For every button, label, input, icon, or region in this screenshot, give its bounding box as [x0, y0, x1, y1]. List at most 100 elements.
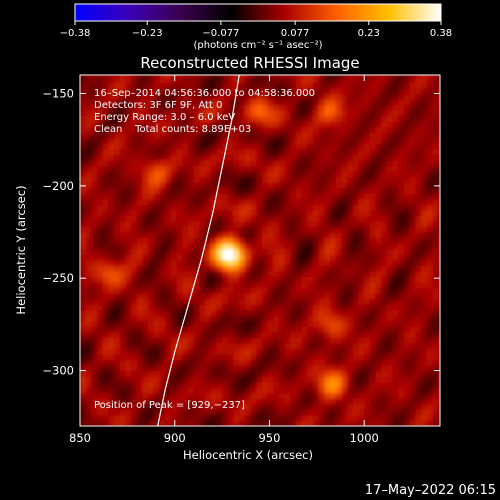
- heatmap-cell: [102, 171, 110, 178]
- heatmap-cell: [284, 198, 291, 205]
- heatmap-cell: [165, 215, 172, 222]
- heatmap-cell: [432, 414, 439, 422]
- heatmap-cell: [233, 137, 240, 144]
- heatmap-cell: [205, 270, 212, 277]
- heatmap-cell: [330, 154, 337, 161]
- heatmap-cell: [97, 403, 104, 410]
- heatmap-cell: [421, 148, 428, 156]
- heatmap-cell: [250, 132, 257, 139]
- heatmap-cell: [392, 165, 399, 172]
- heatmap-cell: [85, 248, 92, 255]
- heatmap-cell: [182, 304, 189, 311]
- heatmap-cell: [432, 287, 439, 294]
- heatmap-cell: [421, 104, 428, 111]
- heatmap-cell: [290, 82, 297, 89]
- heatmap-cell: [199, 387, 206, 394]
- heatmap-cell: [267, 348, 274, 355]
- heatmap-cell: [278, 126, 286, 133]
- heatmap-cell: [432, 348, 439, 355]
- heatmap-cell: [205, 353, 212, 361]
- heatmap-cell: [324, 376, 331, 383]
- heatmap-cell: [347, 304, 354, 311]
- heatmap-cell: [324, 304, 331, 311]
- heatmap-cell: [170, 276, 178, 283]
- heatmap-cell: [335, 359, 343, 366]
- heatmap-cell: [233, 270, 240, 277]
- heatmap-cell: [301, 209, 308, 216]
- heatmap-cell: [301, 298, 308, 305]
- heatmap-cell: [398, 259, 405, 266]
- heatmap-cell: [125, 337, 132, 344]
- heatmap-cell: [108, 209, 115, 216]
- heatmap-cell: [256, 204, 263, 211]
- heatmap-cell: [267, 392, 274, 399]
- heatmap-cell: [85, 376, 92, 383]
- heatmap-cell: [233, 82, 240, 89]
- heatmap-cell: [227, 126, 235, 133]
- heatmap-cell: [273, 281, 280, 289]
- heatmap-cell: [426, 159, 434, 167]
- heatmap-cell: [307, 359, 314, 366]
- heatmap-cell: [114, 193, 121, 200]
- heatmap-cell: [318, 337, 326, 344]
- heatmap-cell: [335, 392, 343, 399]
- heatmap-cell: [296, 420, 303, 426]
- annotation-time-range: 16–Sep–2014 04:56:36.000 to 04:58:36.000: [94, 88, 315, 99]
- heatmap-cell: [307, 342, 314, 350]
- heatmap-cell: [182, 137, 189, 144]
- heatmap-cell: [296, 220, 303, 228]
- heatmap-cell: [369, 276, 377, 283]
- heatmap-cell: [97, 326, 104, 333]
- heatmap-cell: [125, 126, 132, 133]
- heatmap-cell: [381, 365, 388, 372]
- heatmap-cell: [108, 376, 115, 383]
- heatmap-cell: [136, 248, 144, 255]
- heatmap-cell: [284, 132, 291, 139]
- heatmap-cell: [369, 248, 377, 255]
- heatmap-cell: [381, 237, 388, 244]
- heatmap-cell: [114, 315, 121, 322]
- heatmap-cell: [404, 93, 411, 100]
- heatmap-cell: [205, 331, 212, 338]
- heatmap-cell: [205, 204, 212, 211]
- heatmap-cell: [199, 403, 206, 410]
- heatmap-cell: [415, 193, 422, 200]
- heatmap-cell: [392, 281, 399, 289]
- heatmap-cell: [182, 348, 189, 355]
- heatmap-cell: [375, 215, 382, 222]
- heatmap-cell: [267, 342, 274, 350]
- heatmap-cell: [438, 215, 440, 222]
- heatmap-cell: [307, 381, 314, 388]
- heatmap-cell: [114, 126, 121, 133]
- heatmap-cell: [369, 298, 377, 305]
- heatmap-cell: [153, 99, 161, 106]
- heatmap-cell: [432, 176, 439, 183]
- heatmap-cell: [404, 193, 411, 200]
- heatmap-cell: [80, 398, 87, 405]
- heatmap-cell: [119, 182, 127, 189]
- heatmap-cell: [313, 326, 320, 333]
- colorbar-tick-label: 0.38: [430, 28, 452, 39]
- heatmap-cell: [307, 75, 314, 78]
- heatmap-cell: [341, 414, 348, 422]
- heatmap-cell: [313, 398, 320, 405]
- heatmap-cell: [364, 270, 371, 277]
- heatmap-cell: [404, 154, 411, 161]
- heatmap-cell: [273, 326, 280, 333]
- heatmap-cell: [159, 143, 166, 150]
- heatmap-cell: [216, 420, 223, 426]
- y-tick-label: −250: [42, 271, 74, 285]
- heatmap-cell: [125, 326, 132, 333]
- heatmap-cell: [358, 243, 365, 250]
- heatmap-cell: [341, 365, 348, 372]
- heatmap-cell: [398, 126, 405, 133]
- heatmap-cell: [421, 365, 428, 372]
- heatmap-cell: [131, 387, 138, 394]
- heatmap-cell: [369, 137, 377, 144]
- heatmap-cell: [85, 232, 92, 239]
- heatmap-cell: [352, 232, 360, 239]
- heatmap-cell: [409, 137, 416, 144]
- heatmap-cell: [426, 409, 434, 416]
- heatmap-cell: [250, 420, 257, 426]
- heatmap-cell: [188, 353, 195, 361]
